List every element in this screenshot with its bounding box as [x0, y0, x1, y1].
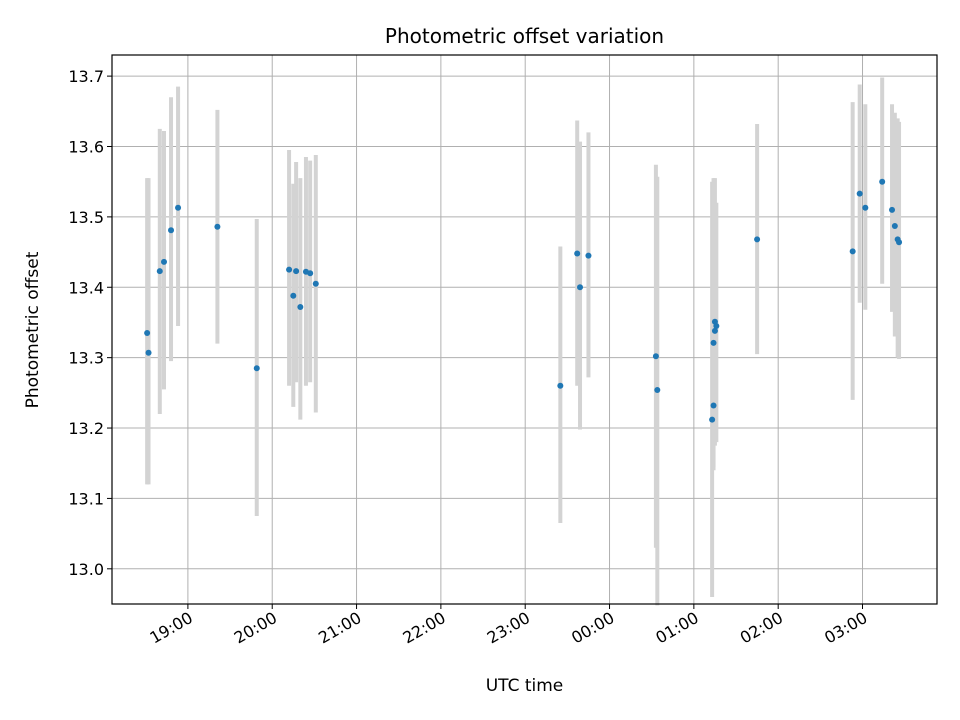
chart-title: Photometric offset variation — [385, 24, 664, 48]
data-point — [710, 402, 717, 409]
data-point — [879, 178, 886, 185]
data-point — [293, 268, 300, 275]
grid — [112, 55, 937, 604]
data-point — [710, 339, 717, 346]
y-tick-label: 13.5 — [68, 208, 104, 227]
y-tick-label: 13.6 — [68, 138, 104, 157]
y-tick-label: 13.1 — [68, 489, 104, 508]
x-tick-label: 22:00 — [399, 608, 448, 648]
data-point — [862, 204, 869, 211]
x-tick-label: 01:00 — [652, 608, 701, 648]
data-point — [297, 303, 304, 310]
y-tick-label: 13.4 — [68, 278, 104, 297]
data-point — [652, 353, 659, 360]
x-tick-label: 21:00 — [315, 608, 364, 648]
data-point — [145, 349, 152, 356]
x-tick-label: 02:00 — [737, 608, 786, 648]
data-point — [175, 204, 182, 211]
y-axis-ticks: 13.0 13.1 13.2 13.3 13.4 13.5 13.6 13.7 — [68, 67, 112, 579]
data-point — [585, 252, 592, 259]
data-point — [286, 266, 293, 273]
data-point — [709, 416, 716, 423]
data-point — [713, 322, 720, 329]
data-point — [161, 258, 168, 265]
data-point — [156, 268, 163, 275]
x-tick-label: 03:00 — [821, 608, 870, 648]
data-point — [891, 223, 898, 230]
data-point — [889, 206, 896, 213]
data-point — [557, 382, 564, 389]
data-point — [290, 292, 297, 299]
data-point — [312, 280, 319, 287]
y-tick-label: 13.3 — [68, 349, 104, 368]
data-point — [307, 270, 314, 277]
data-point — [654, 387, 661, 394]
y-axis-label: Photometric offset — [23, 251, 43, 408]
data-point — [711, 327, 718, 334]
error-bars — [145, 77, 902, 606]
data-point — [214, 223, 221, 230]
x-axis-ticks: 19:00 20:00 21:00 22:00 23:00 00:00 01:00 02:00… — [146, 604, 871, 648]
data-point — [849, 248, 856, 255]
data-point — [577, 284, 584, 291]
data-point — [754, 236, 761, 243]
data-point — [574, 250, 581, 257]
x-tick-label: 20:00 — [231, 608, 280, 648]
data-point — [856, 190, 863, 197]
x-tick-label: 23:00 — [484, 608, 533, 648]
plot-frame — [111, 54, 938, 605]
data-point — [896, 239, 903, 246]
x-axis-label: UTC time — [486, 676, 564, 696]
data-point — [253, 365, 260, 372]
y-tick-label: 13.7 — [68, 67, 104, 86]
y-tick-label: 13.0 — [68, 560, 104, 579]
x-tick-label: 00:00 — [568, 608, 617, 648]
y-tick-label: 13.2 — [68, 419, 104, 438]
data-point — [144, 330, 151, 337]
x-tick-label: 19:00 — [146, 608, 195, 648]
data-point — [168, 227, 175, 234]
data-points — [144, 178, 903, 423]
